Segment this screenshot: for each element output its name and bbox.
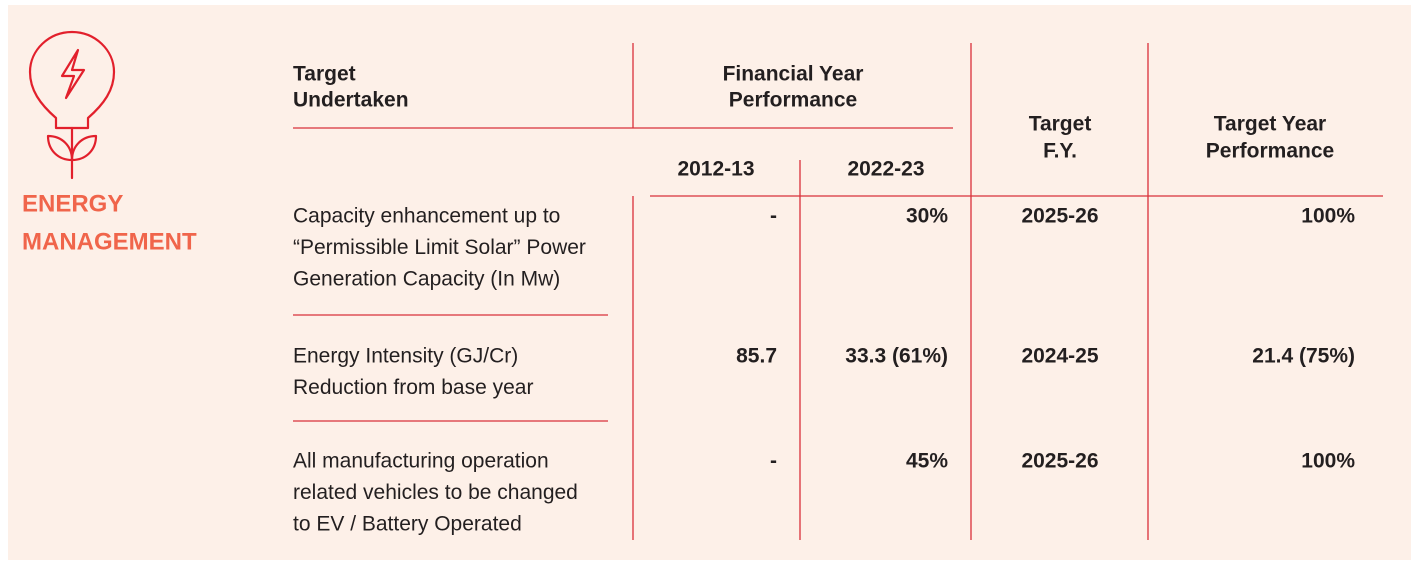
value-2012: - [770,205,777,228]
column-header: 2012-13 [677,158,754,181]
section-title: ENERGY [22,190,123,217]
target-text: Generation Capacity (In Mw) [293,268,560,291]
value-2022: 30% [906,205,948,228]
target-fy: 2024-25 [1021,345,1098,368]
target-fy: 2025-26 [1021,205,1098,228]
column-header: Undertaken [293,89,409,112]
target-text: to EV / Battery Operated [293,513,522,536]
target-perf: 100% [1301,205,1355,228]
column-header: Target Year [1214,113,1326,136]
value-2012: 85.7 [736,345,777,368]
energy-icon [28,30,116,180]
target-text: Capacity enhancement up to [293,205,560,228]
column-header: 2022-23 [847,158,924,181]
value-2022: 45% [906,450,948,473]
target-perf: 100% [1301,450,1355,473]
rules [293,43,1383,540]
column-header: Performance [1206,140,1334,163]
column-header: Target [1029,113,1092,136]
target-text: “Permissible Limit Solar” Power [293,236,586,259]
column-header: Target [293,63,356,86]
target-fy: 2025-26 [1021,450,1098,473]
panel [8,5,1411,560]
value-2012: - [770,450,777,473]
section-title: MANAGEMENT [22,228,197,255]
target-text: All manufacturing operation [293,450,549,473]
target-perf: 21.4 (75%) [1252,345,1355,368]
column-header: F.Y. [1043,140,1077,163]
column-header: Financial Year [723,63,864,86]
target-text: Energy Intensity (GJ/Cr) [293,345,518,368]
value-2022: 33.3 (61%) [845,345,948,368]
target-text: related vehicles to be changed [293,481,578,504]
column-header: Performance [729,89,857,112]
target-text: Reduction from base year [293,376,533,399]
